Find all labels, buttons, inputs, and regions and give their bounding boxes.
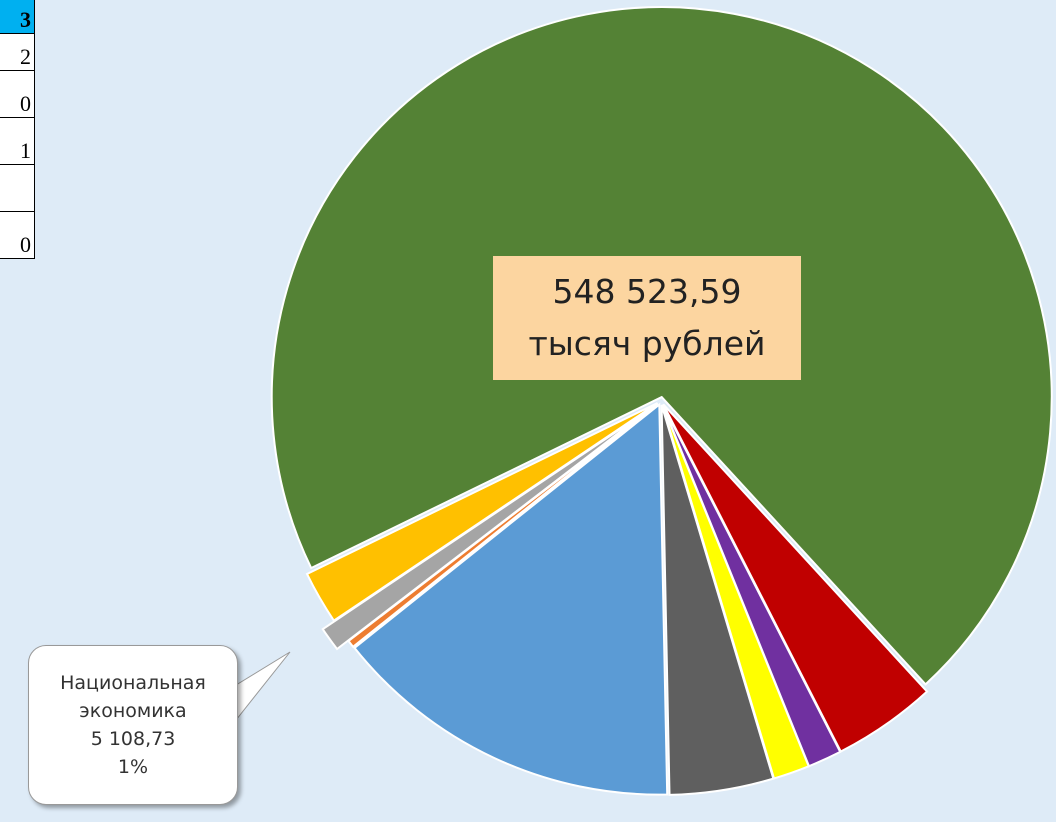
table: 3 2 0 1 0 xyxy=(0,0,35,259)
total-value: 548 523,59 xyxy=(552,272,742,311)
pie-slice xyxy=(305,402,659,623)
table-cell xyxy=(0,164,35,212)
table-cell: 2 xyxy=(0,33,35,71)
pie-slice xyxy=(353,402,669,796)
total-unit: тысяч рублей xyxy=(528,324,766,363)
category-label: Национальная экономика xyxy=(60,672,206,722)
amount-label: 5 108,73 xyxy=(90,728,176,750)
table-cell: 1 xyxy=(0,117,35,165)
table-cell: 0 xyxy=(0,70,35,118)
percent-label: 1% xyxy=(117,756,149,778)
data-label-callout: Национальная экономика 5 108,73 1% xyxy=(28,645,238,805)
table-header: 3 xyxy=(0,0,35,34)
pie-slice xyxy=(660,404,775,796)
total-label: 548 523,59 тысяч рублей xyxy=(493,256,801,380)
pie-slice xyxy=(321,410,647,651)
table-cell: 0 xyxy=(0,211,35,259)
